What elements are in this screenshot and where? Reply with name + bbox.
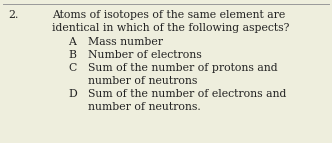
Text: identical in which of the following aspects?: identical in which of the following aspe…: [52, 23, 290, 33]
Text: C: C: [68, 63, 76, 73]
Text: Sum of the number of protons and: Sum of the number of protons and: [88, 63, 278, 73]
Text: A: A: [68, 37, 76, 47]
Text: Mass number: Mass number: [88, 37, 163, 47]
Text: Atoms of isotopes of the same element are: Atoms of isotopes of the same element ar…: [52, 10, 285, 20]
Text: Number of electrons: Number of electrons: [88, 50, 202, 60]
Text: D: D: [68, 89, 77, 99]
Text: number of neutrons.: number of neutrons.: [88, 102, 201, 112]
Text: number of neutrons: number of neutrons: [88, 76, 198, 86]
Text: Sum of the number of electrons and: Sum of the number of electrons and: [88, 89, 287, 99]
Text: B: B: [68, 50, 76, 60]
Text: 2.: 2.: [8, 10, 18, 20]
